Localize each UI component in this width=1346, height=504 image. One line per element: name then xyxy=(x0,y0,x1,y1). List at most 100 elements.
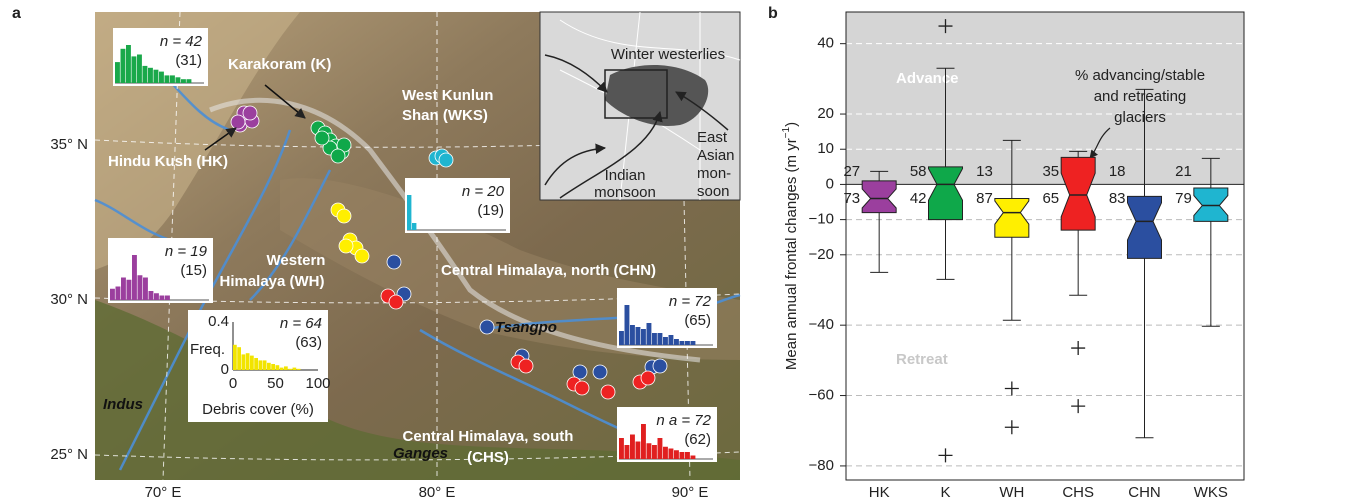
box xyxy=(1193,187,1229,222)
histogram-bar xyxy=(267,362,271,370)
x-axis-title: Debris cover (%) xyxy=(202,401,314,418)
histogram-bar xyxy=(407,195,412,230)
x-tick-label: CHN xyxy=(1128,484,1161,501)
y-tick-label: −10 xyxy=(809,211,834,228)
glacier-point xyxy=(592,364,608,380)
arrow xyxy=(204,127,237,151)
x-tick-label: HK xyxy=(869,484,890,501)
histogram-bar xyxy=(258,360,263,370)
inset-label: East xyxy=(697,129,728,146)
histogram-count: (19) xyxy=(477,202,504,219)
histogram-bar xyxy=(630,325,635,345)
histogram-bar xyxy=(635,441,641,459)
histogram-bar xyxy=(630,434,635,459)
histogram-bar xyxy=(663,337,668,345)
region-label: Retreat xyxy=(896,351,948,368)
advance-percent: 35 xyxy=(1042,163,1059,180)
y-axis-title-text: ) xyxy=(783,122,800,127)
arrow xyxy=(544,143,607,186)
glacier-points xyxy=(230,105,668,400)
histogram-bar xyxy=(115,62,120,83)
advance-percent: 21 xyxy=(1175,163,1192,180)
arrow xyxy=(544,54,608,93)
y-axis-title: Mean annual frontal changes (m yr−1) xyxy=(781,122,800,370)
histogram-bar xyxy=(685,452,690,459)
histogram-bar xyxy=(657,438,663,459)
y-tick-label: −20 xyxy=(809,246,834,263)
region-label: Advance xyxy=(896,70,959,87)
inset-label: soon xyxy=(697,183,730,200)
histogram-bar xyxy=(159,295,165,300)
histogram-bar xyxy=(153,69,159,83)
histogram-n: n = 42 xyxy=(160,33,203,50)
histogram-bar xyxy=(115,286,121,300)
histogram-bar xyxy=(250,355,254,370)
box xyxy=(861,180,897,214)
y-axis-title-text: Mean annual frontal changes (m yr xyxy=(783,138,800,370)
arrow xyxy=(675,91,729,131)
outlier xyxy=(1071,341,1086,356)
histogram-bar xyxy=(241,354,246,370)
histogram-bar xyxy=(126,279,132,300)
histogram-bar xyxy=(143,277,148,300)
histogram-n: n = 20 xyxy=(462,183,505,200)
annotation: and retreating xyxy=(1094,88,1187,105)
x-tick-label: WKS xyxy=(1194,484,1228,501)
arrow xyxy=(264,84,306,119)
region-label: Western xyxy=(267,252,326,269)
inset-label: mon- xyxy=(697,165,731,182)
histogram-bar xyxy=(679,452,685,459)
histogram-bar xyxy=(641,329,646,345)
histogram-bar xyxy=(679,341,685,345)
histogram-n: n = 72 xyxy=(669,293,712,310)
histogram-bar xyxy=(275,365,280,370)
histogram-n: n = 64 xyxy=(280,315,322,332)
river-label: Ganges xyxy=(393,445,448,462)
glacier-point xyxy=(388,294,404,310)
box-plot: Advance Retreat 40 20 10 0 −10 −20 −40 −60 −80 % ad… xyxy=(809,11,1245,501)
outlier xyxy=(1004,420,1019,435)
lon-label: 80° E xyxy=(419,484,456,501)
histogram-bar xyxy=(685,341,690,345)
histogram-bar xyxy=(646,323,652,345)
histogram-bar xyxy=(126,45,131,83)
annotation: glaciers xyxy=(1114,109,1166,126)
histogram-bar xyxy=(657,333,663,345)
x-tick-label: CHS xyxy=(1062,484,1094,501)
region-label: Central Himalaya, south xyxy=(403,428,574,445)
annotation-arrow xyxy=(1089,127,1111,159)
histogram-bar xyxy=(652,445,657,459)
histogram-bar xyxy=(624,305,630,345)
histogram-bar xyxy=(279,367,284,370)
region-label: Central Himalaya, north (CHN) xyxy=(441,262,656,279)
histogram-bar xyxy=(690,341,696,345)
histogram-bar xyxy=(635,327,641,345)
plains xyxy=(95,300,740,480)
lat-label: 25° N xyxy=(50,446,88,463)
y-tick-label: −40 xyxy=(809,316,834,333)
histogram-bar xyxy=(271,364,275,370)
histogram-bar xyxy=(237,347,241,370)
glacier-point xyxy=(338,238,354,254)
retreat-percent: 65 xyxy=(1042,190,1059,207)
box xyxy=(928,166,963,221)
x-tick-label: 100 xyxy=(305,375,330,392)
histogram-bar xyxy=(619,438,624,459)
glacier-point xyxy=(336,208,352,224)
histogram-bar xyxy=(181,79,186,83)
retreat-percent: 87 xyxy=(976,190,993,207)
glacier-point xyxy=(574,380,590,396)
glacier-point xyxy=(600,384,616,400)
glacier-point xyxy=(242,105,258,121)
histogram-bar xyxy=(652,333,657,345)
histogram-bar xyxy=(142,65,148,83)
glacier-point xyxy=(330,148,346,164)
lat-label: 35° N xyxy=(50,136,88,153)
histogram-bar xyxy=(292,367,297,370)
inset-map: Winter westerlies Indian monsoon East As… xyxy=(539,11,741,201)
glacier-point xyxy=(652,358,668,374)
histogram-count: (62) xyxy=(684,431,711,448)
panel-label: a xyxy=(12,5,21,22)
plot-frame xyxy=(845,11,1245,481)
histogram-bar xyxy=(262,360,267,370)
